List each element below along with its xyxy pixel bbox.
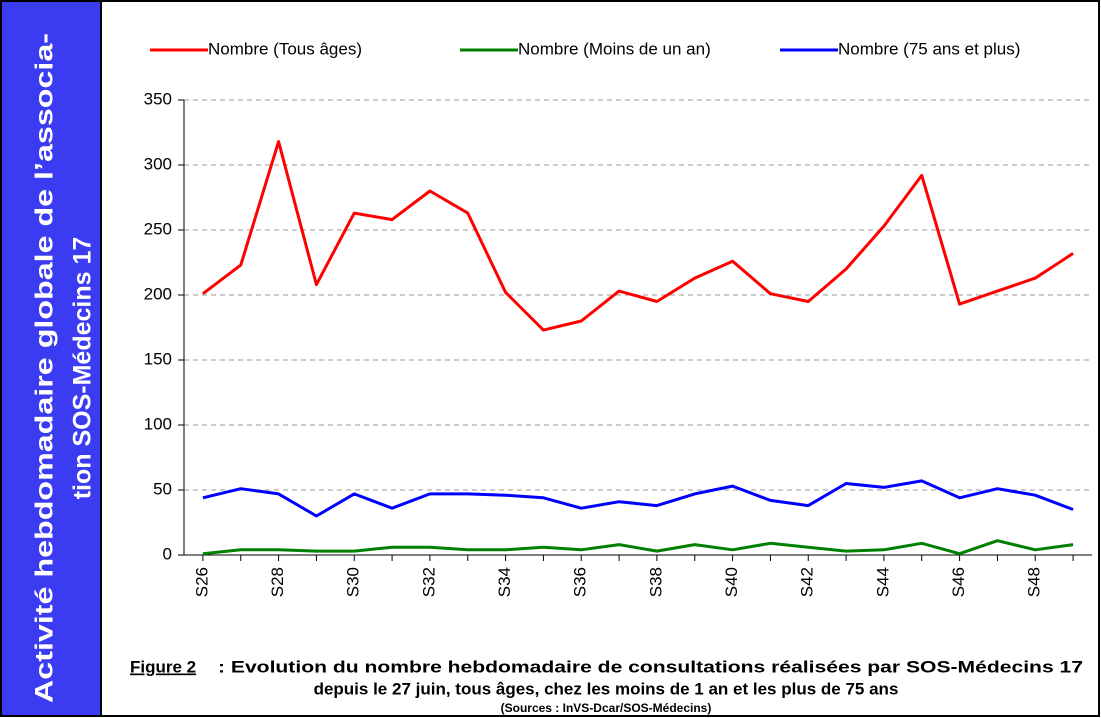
y-tick-label: 200: [144, 284, 172, 303]
caption: Figure 2 : Evolution du nombre hebdomada…: [130, 657, 1083, 715]
caption-figure: Figure 2: [130, 657, 196, 676]
x-tick-label: S46: [949, 567, 968, 597]
x-tick-label: S28: [268, 567, 287, 597]
legend-label: Nombre (Tous âges): [208, 39, 362, 58]
x-tick-label: S40: [722, 567, 741, 597]
caption-source: (Sources : InVS-Dcar/SOS-Médecins): [501, 701, 712, 715]
y-tick-label: 150: [144, 349, 172, 368]
x-tick-label: S36: [571, 567, 590, 597]
y-tick-label: 250: [144, 219, 172, 238]
sidebar: [2, 2, 100, 715]
line-series: [202, 539, 1074, 556]
x-tick-label: S38: [646, 567, 665, 597]
y-tick-label: 350: [144, 89, 172, 108]
caption-text: depuis le 27 juin, tous âges, chez les m…: [314, 679, 899, 698]
y-tick-label: 50: [153, 479, 172, 498]
x-tick-label: S48: [1025, 567, 1044, 597]
line-series: [202, 479, 1074, 518]
caption-text: : Evolution du nombre hebdomadaire de co…: [218, 657, 1083, 676]
legend-label: Nombre (75 ans et plus): [838, 39, 1020, 58]
x-tick-label: S30: [344, 567, 363, 597]
y-tick-label: 100: [144, 414, 172, 433]
sidebar-title: Activité hebdomadaire globale de l’assoc…: [31, 33, 59, 703]
x-tick-label: S34: [495, 567, 514, 597]
line-series: [202, 140, 1074, 332]
legend-label: Nombre (Moins de un an): [518, 39, 711, 58]
x-tick-label: S44: [873, 567, 892, 597]
sidebar-title: tion SOS-Médecins 17: [69, 237, 97, 500]
x-tick-label: S42: [798, 567, 817, 597]
x-tick-label: S32: [419, 567, 438, 597]
x-tick-label: S26: [192, 567, 211, 597]
y-tick-label: 300: [144, 154, 172, 173]
y-tick-label: 0: [163, 544, 172, 563]
